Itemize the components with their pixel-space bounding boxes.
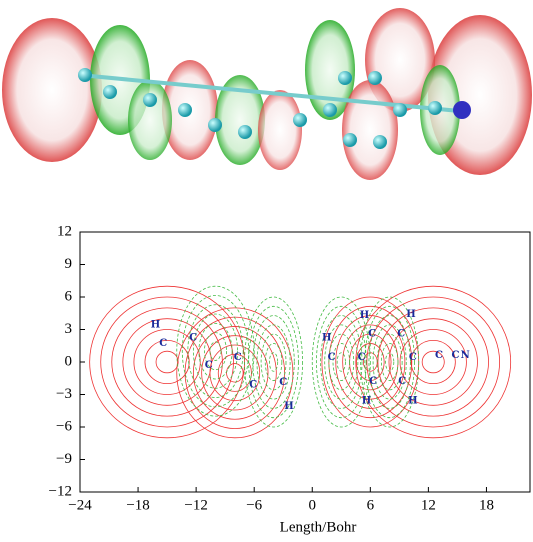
atom-label: C — [279, 377, 287, 388]
atom-label: H — [151, 320, 160, 331]
atom-label: H — [408, 396, 417, 407]
atom-label: H — [322, 333, 331, 344]
atom-label: C — [409, 352, 417, 363]
contour — [410, 339, 456, 385]
contour — [332, 343, 350, 381]
y-tick-label: 12 — [57, 223, 72, 239]
contour — [144, 339, 190, 385]
atom-label: N — [461, 350, 470, 361]
contour — [100, 296, 234, 428]
contour — [360, 296, 420, 428]
x-tick-label: −12 — [184, 497, 207, 513]
contour — [336, 352, 346, 372]
contour — [192, 313, 239, 389]
contour — [366, 296, 501, 428]
contour-lines — [89, 285, 512, 439]
contour — [311, 296, 371, 428]
contour — [320, 315, 363, 409]
contour — [192, 326, 277, 420]
contour — [328, 333, 355, 391]
contour — [380, 343, 399, 381]
contour — [176, 285, 255, 417]
y-tick-label: −3 — [56, 386, 72, 402]
contour — [181, 295, 250, 408]
contour — [377, 307, 489, 417]
atom-label: C — [249, 379, 257, 390]
contour — [256, 324, 291, 400]
atom-label: C — [205, 360, 213, 371]
x-tick-label: −24 — [68, 497, 92, 513]
atom-label: H — [362, 396, 371, 407]
contour — [335, 315, 406, 409]
atom-label: C — [368, 328, 376, 339]
y-tick-label: 6 — [65, 288, 73, 304]
contour — [155, 350, 179, 374]
x-tick-label: −18 — [126, 497, 149, 513]
contour — [399, 329, 467, 395]
atom-label: C — [451, 350, 459, 361]
x-tick-label: 0 — [309, 497, 317, 513]
x-tick-label: 18 — [479, 497, 494, 513]
atom-label: H — [284, 401, 293, 412]
contour — [133, 329, 201, 395]
atom-label: C — [369, 376, 377, 387]
y-tick-label: −12 — [49, 483, 72, 499]
contour — [372, 324, 407, 400]
contour — [204, 332, 227, 371]
y-tick-label: −6 — [56, 418, 72, 434]
contour — [252, 315, 295, 409]
contour — [217, 353, 252, 392]
contour — [376, 333, 403, 391]
x-axis-label: Length/Bohr — [280, 519, 357, 535]
atom-label: C — [398, 376, 406, 387]
contour — [324, 324, 359, 400]
x-tick-label: 12 — [421, 497, 436, 513]
contour — [209, 344, 261, 402]
atom-label: C — [189, 333, 197, 344]
contour — [201, 335, 269, 411]
contour — [209, 341, 222, 361]
x-tick-label: −6 — [246, 497, 262, 513]
y-tick-label: 0 — [65, 353, 73, 369]
contour — [226, 363, 244, 383]
contour — [264, 343, 283, 381]
contour — [198, 322, 233, 380]
contour — [355, 285, 512, 439]
contour — [111, 307, 223, 417]
contour — [421, 350, 445, 374]
contour — [268, 352, 279, 372]
atom-label: H — [360, 310, 369, 321]
contour — [176, 307, 294, 439]
atom-label: C — [435, 350, 443, 361]
atom-label: C — [397, 328, 405, 339]
contour — [315, 305, 367, 419]
atom-label: H — [406, 309, 415, 320]
atom-label: C — [358, 352, 366, 363]
contour — [364, 305, 415, 419]
plot-frame — [79, 231, 531, 493]
contour — [244, 296, 303, 428]
contour — [388, 318, 478, 406]
atom-label: C — [234, 352, 242, 363]
y-tick-label: 3 — [65, 321, 73, 337]
contour — [260, 333, 287, 391]
contour — [187, 304, 244, 398]
y-tick-label: −9 — [56, 451, 72, 467]
contour — [385, 352, 395, 372]
atom-label: C — [159, 338, 167, 349]
orbital-render — [2, 8, 532, 180]
x-tick-label: 6 — [367, 497, 375, 513]
contour — [122, 318, 212, 406]
y-tick-label: 9 — [65, 256, 73, 272]
contour — [248, 305, 299, 419]
contour — [368, 315, 411, 409]
atom-label: C — [328, 352, 336, 363]
